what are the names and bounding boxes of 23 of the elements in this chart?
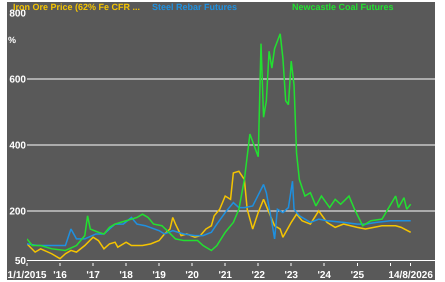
y-tick-label: 600	[9, 74, 26, 86]
x-tick-label: '21	[218, 270, 232, 281]
x-tick-label: '24	[317, 270, 332, 281]
x-tick-label: '23	[284, 270, 298, 281]
x-tick-label: 1/1/2015	[8, 270, 47, 281]
y-axis-title: %	[8, 35, 16, 45]
text: Steel Rebar Futures	[152, 2, 238, 12]
y-tick-label: 200	[9, 206, 26, 218]
text: Newcastle Coal Futures	[292, 2, 394, 12]
x-tick-label: '25	[350, 270, 364, 281]
line-series	[27, 170, 412, 260]
line-series	[27, 33, 412, 252]
y-tick-label: 400	[9, 140, 26, 152]
y-tick-label: 800	[9, 8, 26, 20]
line-series	[27, 180, 412, 246]
x-tick-label: '17	[86, 270, 100, 281]
x-tick-label: '20	[185, 270, 200, 281]
y-tick-label: 50	[14, 256, 26, 267]
x-tick-label: '16	[53, 270, 68, 281]
x-tick-label: '22	[251, 270, 266, 281]
x-tick-label: '19	[152, 270, 166, 281]
x-tick-label: '18	[119, 270, 134, 281]
x-tick-label: 14/8/2026	[388, 270, 434, 281]
